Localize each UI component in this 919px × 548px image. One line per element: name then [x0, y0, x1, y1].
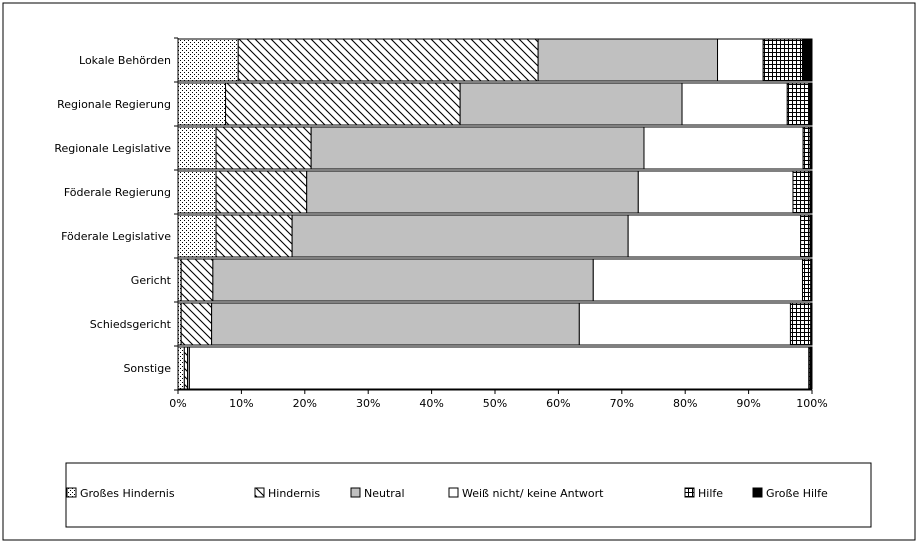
bar-segment-4-5: [792, 170, 811, 214]
x-tick-label: 20%: [293, 397, 317, 410]
bar-segment-3-5: [802, 126, 811, 170]
bar-segment-2-3: [459, 82, 683, 126]
bar-segment-2-4: [681, 82, 788, 126]
bar-segment-5-1: [177, 214, 217, 258]
bar-segment-5-6: [809, 214, 813, 258]
bar-segment-5-2: [215, 214, 293, 258]
bar-segment-1-6: [801, 38, 813, 82]
legend-label: Weiß nicht/ keine Antwort: [462, 487, 604, 500]
bar-segment-1-5: [762, 38, 803, 82]
legend-swatch: [350, 487, 361, 498]
legend-label: Große Hilfe: [766, 487, 828, 500]
bar-segment-4-2: [215, 170, 308, 214]
plot-area: Lokale Behörden Regionale Regierung Region…: [54, 37, 828, 410]
category-label: Regionale Regierung: [57, 98, 171, 111]
legend-label: Hindernis: [268, 487, 320, 500]
x-tick-label: 40%: [419, 397, 443, 410]
bar-segment-6-6: [810, 258, 813, 302]
bar-segment-5-4: [627, 214, 802, 258]
legend-swatch: [684, 487, 695, 498]
legend-label: Neutral: [364, 487, 405, 500]
bar-segment-7-3: [211, 302, 580, 346]
bar-segment-5-3: [291, 214, 629, 258]
bar-segment-4-6: [809, 170, 813, 214]
x-tick-label: 60%: [546, 397, 570, 410]
x-tick-label: 50%: [483, 397, 507, 410]
x-tick-label: 10%: [229, 397, 253, 410]
x-tick-label: 0%: [169, 397, 186, 410]
bar-segment-3-6: [809, 126, 813, 170]
category-label: Sonstige: [123, 362, 171, 375]
legend-swatch: [66, 487, 77, 498]
bar-segment-3-4: [643, 126, 804, 170]
bar-segment-2-2: [225, 82, 461, 126]
legend: Großes Hindernis Hindernis Neutral Weiß nic…: [66, 487, 828, 500]
bar-segment-4-3: [306, 170, 639, 214]
bar-segment-7-6: [810, 302, 813, 346]
bar-segment-8-4: [188, 346, 810, 390]
category-label: Föderale Regierung: [64, 186, 171, 199]
category-label: Schiedsgericht: [90, 318, 172, 331]
bar-segment-1-2: [237, 38, 539, 82]
bar-segment-8-1: [177, 346, 185, 390]
legend-swatch: [448, 487, 459, 498]
bar-segment-5-5: [800, 214, 811, 258]
bar-segment-7-5: [789, 302, 812, 346]
bar-segment-7-2: [180, 302, 213, 346]
legend-box: [65, 462, 872, 528]
x-tick-label: 30%: [356, 397, 380, 410]
bar-segment-1-4: [717, 38, 764, 82]
x-tick-label: 80%: [673, 397, 697, 410]
bar-segment-2-1: [177, 82, 227, 126]
bar-segment-6-3: [212, 258, 594, 302]
category-label: Föderale Legislative: [61, 230, 171, 243]
bar-segment-3-1: [177, 126, 217, 170]
category-label: Regionale Legislative: [54, 142, 171, 155]
bar-segment-1-3: [537, 38, 719, 82]
category-label: Lokale Behörden: [79, 54, 171, 67]
legend-swatch: [254, 487, 265, 498]
bar-segment-3-2: [215, 126, 312, 170]
bar-segment-6-5: [801, 258, 812, 302]
bar-segment-2-5: [786, 82, 810, 126]
legend-label: Großes Hindernis: [80, 487, 175, 500]
bar-segment-4-1: [177, 170, 217, 214]
category-label: Gericht: [131, 274, 172, 287]
legend-label: Hilfe: [698, 487, 723, 500]
bar-segment-6-4: [592, 258, 803, 302]
bar-segment-6-2: [180, 258, 214, 302]
bar-segment-4-4: [637, 170, 794, 214]
x-tick-label: 70%: [610, 397, 634, 410]
x-tick-label: 100%: [796, 397, 827, 410]
bar-segment-8-6: [809, 346, 813, 390]
bar-segment-2-6: [808, 82, 813, 126]
legend-swatch: [752, 487, 763, 498]
bar-segment-1-1: [177, 38, 239, 82]
x-tick-label: 90%: [736, 397, 760, 410]
bar-segment-3-3: [310, 126, 645, 170]
bar-segment-7-4: [578, 302, 791, 346]
